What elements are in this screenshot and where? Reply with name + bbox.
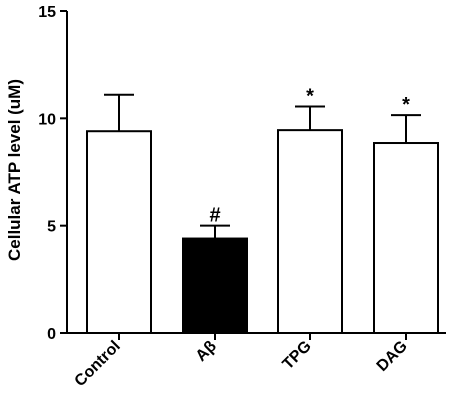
bar-1 bbox=[182, 237, 248, 334]
bar-3 bbox=[373, 142, 439, 334]
x-tick-label: Control bbox=[72, 338, 124, 390]
y-ticks: 0 5 10 15 bbox=[38, 4, 67, 343]
y-tick-label: 0 bbox=[47, 326, 56, 343]
bars: # * * bbox=[86, 86, 439, 334]
bar-2 bbox=[277, 129, 343, 334]
significance-marker: * bbox=[402, 94, 410, 116]
x-tick-label: DAG bbox=[374, 338, 411, 375]
y-tick-label: 15 bbox=[38, 4, 56, 21]
y-axis-title: Cellular ATP level (uM) bbox=[5, 79, 24, 261]
significance-marker: * bbox=[306, 86, 314, 108]
significance-marker: # bbox=[209, 205, 220, 227]
x-tick-label: Aβ bbox=[193, 338, 220, 365]
y-tick-label: 10 bbox=[38, 111, 56, 128]
bar-0 bbox=[86, 130, 152, 334]
y-tick-label: 5 bbox=[47, 219, 56, 236]
x-tick-label: TPG bbox=[280, 338, 315, 373]
x-ticks: Control Aβ TPG DAG bbox=[72, 333, 411, 390]
